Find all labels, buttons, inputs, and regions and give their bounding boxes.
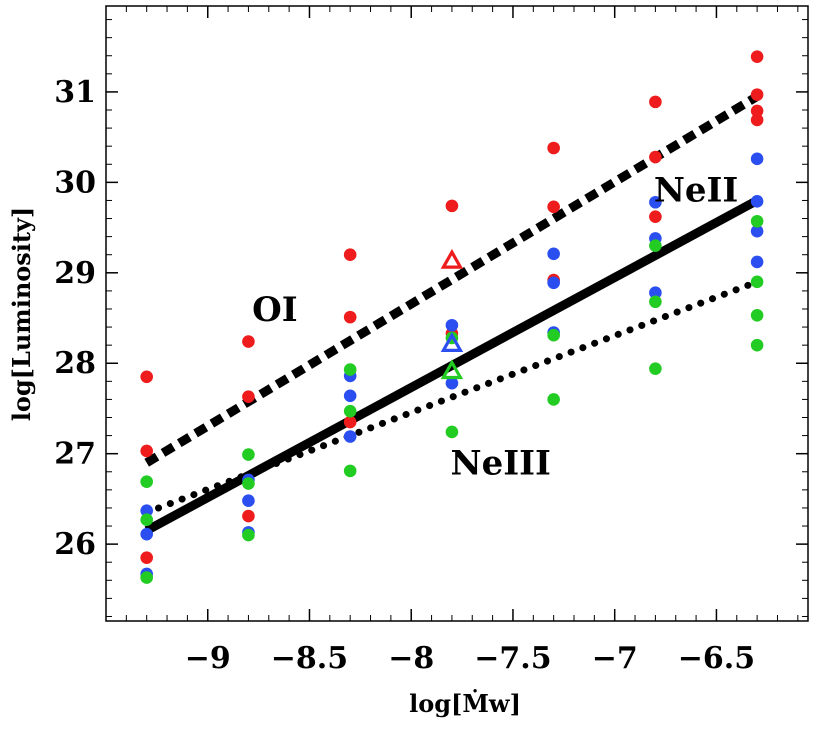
data-point-oi xyxy=(649,95,662,109)
data-point-oi xyxy=(547,141,560,155)
data-point-neiii xyxy=(649,239,662,252)
points-layer xyxy=(140,50,764,584)
series-label-neiii: NeIII xyxy=(451,444,551,484)
data-point-neiii xyxy=(140,513,153,527)
data-point-oi xyxy=(750,50,764,63)
data-point-neiii xyxy=(750,214,764,228)
data-point-neii xyxy=(445,376,459,390)
data-point-neii xyxy=(750,224,764,238)
y-tick-label: 27 xyxy=(54,437,96,472)
y-tick-label: 26 xyxy=(54,527,96,562)
data-point-oi xyxy=(547,200,560,214)
x-tick-label: −7.5 xyxy=(474,641,551,676)
data-point-neiii xyxy=(547,393,560,406)
x-axis-label: log[Ṁw] xyxy=(409,689,521,718)
data-point-neii xyxy=(140,527,153,541)
triangle-marker-neii xyxy=(440,332,464,352)
triangle-marker-neiii xyxy=(440,359,464,380)
data-point-neii xyxy=(547,276,560,290)
data-point-oi xyxy=(343,248,357,262)
data-point-neii xyxy=(750,152,764,166)
x-tick-label: −7 xyxy=(592,641,638,676)
data-point-neiii xyxy=(750,309,764,322)
data-point-oi xyxy=(343,415,357,429)
data-point-neiii xyxy=(343,404,357,418)
x-tick-label: −9 xyxy=(185,641,231,676)
data-point-oi xyxy=(445,199,459,213)
fit-line-oi xyxy=(144,92,760,467)
data-point-neiii xyxy=(649,362,662,375)
data-point-neii xyxy=(445,318,459,332)
series-label-oi: OI xyxy=(252,290,298,330)
data-point-neii xyxy=(750,255,764,269)
data-point-neii xyxy=(547,247,560,261)
data-point-neiii xyxy=(242,528,255,542)
data-point-neii xyxy=(242,494,255,508)
plot-frame xyxy=(105,5,809,622)
data-point-oi xyxy=(242,390,255,404)
data-point-neiii xyxy=(242,477,255,490)
y-tick-label: 30 xyxy=(54,165,96,200)
data-point-oi xyxy=(750,104,764,118)
x-tick-label: −6.5 xyxy=(678,641,755,676)
fit-line-neiii xyxy=(143,278,761,516)
series-label-neii: NeII xyxy=(654,171,739,211)
data-point-neiii xyxy=(649,295,662,309)
data-point-neii xyxy=(649,195,662,209)
data-point-oi xyxy=(649,150,662,164)
data-point-neiii xyxy=(750,275,764,289)
y-tick-label: 29 xyxy=(54,256,96,291)
annotations-layer: OI NeII NeIII xyxy=(252,171,738,484)
data-point-oi xyxy=(750,88,764,101)
data-point-neii xyxy=(343,389,357,403)
data-point-neiii xyxy=(445,425,459,439)
data-point-oi xyxy=(140,551,153,564)
data-point-neii xyxy=(343,430,357,443)
y-tick-label: 28 xyxy=(54,346,96,381)
triangle-marker-oi xyxy=(440,248,464,269)
data-point-neiii xyxy=(140,571,153,584)
data-point-neii xyxy=(750,195,764,208)
data-point-oi xyxy=(242,509,255,523)
data-point-neiii xyxy=(750,338,764,352)
data-point-oi xyxy=(242,335,255,348)
data-point-neii xyxy=(140,504,153,517)
data-point-neiii xyxy=(242,448,255,461)
data-point-neiii xyxy=(547,328,560,342)
data-point-oi xyxy=(140,444,153,458)
data-point-oi xyxy=(140,370,153,384)
data-point-neiii xyxy=(140,475,153,489)
data-point-oi xyxy=(750,113,764,127)
y-tick-label: 31 xyxy=(54,75,96,110)
data-point-oi xyxy=(343,310,357,324)
x-tick-label: −8.5 xyxy=(271,641,348,676)
ticks-layer: −9 −8.5 −8 −7.5 −7 −6.5 26 27 28 29 30 31 xyxy=(54,6,808,676)
data-point-neii xyxy=(649,286,662,299)
data-point-neiii xyxy=(343,464,357,478)
data-point-neiii xyxy=(343,363,357,376)
y-axis-label: log[Luminosity] xyxy=(7,207,36,422)
data-point-oi xyxy=(649,210,662,224)
x-tick-label: −8 xyxy=(388,641,434,676)
